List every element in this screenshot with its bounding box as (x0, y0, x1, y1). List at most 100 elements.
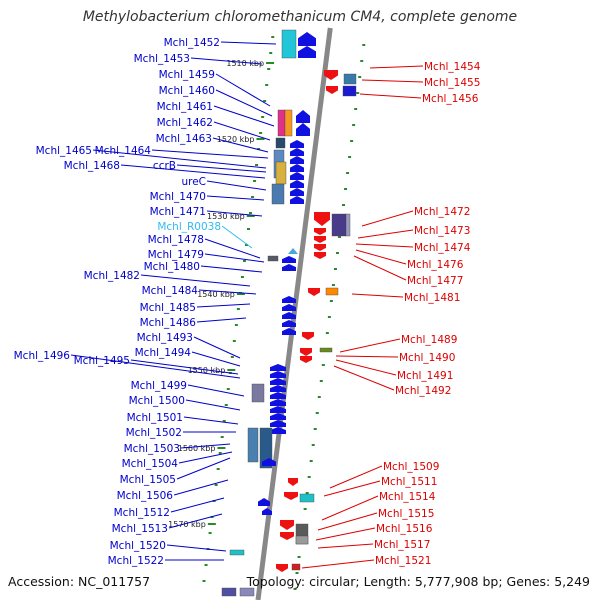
strand-dot (265, 84, 269, 86)
leader-line (206, 195, 265, 201)
gene-label-mchl-1512: Mchl_1512 (114, 507, 170, 519)
strand-dot (352, 124, 356, 126)
gene-label-mchl-1504: Mchl_1504 (122, 458, 179, 470)
gene-label-mchl-1463: Mchl_1463 (156, 133, 212, 145)
gene-label-mchl-1459: Mchl_1459 (159, 69, 215, 81)
gene-block-magenta (277, 109, 286, 137)
strand-dot (259, 132, 263, 134)
leader-line (183, 416, 239, 425)
gene-label-mchl-1468: Mchl_1468 (64, 160, 120, 172)
gene-block (251, 383, 265, 403)
leader-line (198, 289, 257, 295)
gene-label-mchl-1511: Mchl_1511 (381, 476, 437, 488)
gene-label-mchl-r0038: Mchl_R0038 (157, 221, 221, 233)
strand-dot (234, 324, 238, 326)
gene-label-mchl-1490: Mchl_1490 (399, 352, 455, 364)
leader-line (204, 238, 261, 259)
strand-dot (267, 68, 271, 70)
leader-line (335, 359, 397, 376)
strand-dot (342, 204, 346, 206)
gene-arrow-reverse (300, 356, 312, 363)
gene-arrow-forward (290, 172, 304, 180)
gene-label-mchl-1454: Mchl_1454 (424, 61, 481, 73)
gene-arrow-forward (282, 328, 296, 335)
genome-summary: Topology: circular; Length: 5,777,908 bp… (246, 574, 590, 589)
genome-backbone (255, 27, 333, 600)
strand-dot (224, 404, 228, 406)
gene-arrow-reverse (314, 212, 330, 226)
gene-arrow-forward (262, 458, 276, 466)
strand-dot (208, 532, 212, 534)
strand-dot (303, 508, 307, 510)
leader-line (361, 79, 424, 83)
gene-block-cyan (229, 549, 245, 556)
gene-arrow-forward (270, 378, 286, 385)
gene-arrow-forward (270, 413, 286, 420)
strand-dot (246, 228, 250, 230)
leader-line (193, 336, 241, 359)
strand-dot (257, 148, 261, 150)
gene-label-mchl-1501: Mchl_1501 (127, 412, 183, 424)
gene-label-mchl-1470: Mchl_1470 (150, 191, 206, 203)
gene-arrow-forward (298, 32, 316, 46)
leader-line (185, 399, 241, 411)
gene-block-gold (275, 161, 287, 185)
gene-label-mchl-1452: Mchl_1452 (164, 37, 220, 49)
gene-block (275, 137, 286, 149)
gene-label-mchl-1486: Mchl_1486 (140, 317, 197, 329)
leader-line (213, 105, 275, 127)
strand-dot (333, 268, 337, 270)
gene-block (319, 347, 333, 353)
gene-arrow-reverse (276, 564, 288, 572)
gene-block (267, 255, 279, 262)
strand-dot (354, 108, 358, 110)
gene-label-mchl-1479: Mchl_1479 (148, 249, 204, 261)
leader-line (351, 293, 404, 298)
gene-label-mchl-1476: Mchl_1476 (407, 259, 464, 271)
gene-arrow-reverse (314, 244, 326, 251)
strand-dot (226, 388, 230, 390)
gene-arrow-forward (262, 508, 272, 515)
leader-line (178, 451, 233, 464)
gene-label-mchl-1472: Mchl_1472 (414, 206, 470, 218)
gene-label-mchl-1460: Mchl_1460 (159, 85, 215, 97)
gene-label-mchl-1514: Mchl_1514 (379, 491, 436, 503)
strand-dot (348, 156, 352, 158)
strand-dot (214, 484, 218, 486)
gene-label-mchl-1453: Mchl_1453 (134, 53, 190, 65)
leader-line (329, 465, 383, 489)
strand-dot (335, 252, 339, 254)
strand-dot (236, 308, 240, 310)
gene-arrow-reverse (326, 86, 338, 94)
strand-dot (253, 180, 257, 182)
gene-label-mchl-1465: Mchl_1465 (36, 145, 92, 157)
strand-dot (255, 164, 259, 166)
leader-line (130, 359, 239, 375)
strand-dot (240, 276, 244, 278)
strand-dot (321, 364, 325, 366)
gene-arrow-reverse (314, 236, 326, 243)
strand-dot (325, 332, 329, 334)
strand-dot (331, 284, 335, 286)
leader-line (301, 559, 375, 569)
gene-label-mchl-1462: Mchl_1462 (157, 117, 213, 129)
gene-arrow-reverse (324, 70, 338, 80)
leader-line (206, 180, 267, 191)
leader-line (200, 265, 263, 273)
gene-label-mchl-1494: Mchl_1494 (135, 347, 192, 359)
gene-label-mchl-1503: Mchl_1503 (124, 443, 180, 455)
gene-block (345, 213, 351, 237)
gene-arrow-forward (270, 399, 286, 406)
gene-label-mchl-1516: Mchl_1516 (376, 523, 433, 535)
strand-dot (344, 188, 348, 190)
leader-line (92, 149, 267, 169)
strand-dot (360, 60, 364, 62)
map-title: Methylobacterium chloromethanicum CM4, c… (82, 9, 518, 25)
gene-label-mchl-1500: Mchl_1500 (129, 395, 185, 407)
scale-label: 1510 kbp (226, 59, 264, 68)
gene-arrow-forward (290, 196, 304, 204)
leader-line (173, 479, 229, 496)
gene-label-mchl-1484: Mchl_1484 (142, 285, 199, 297)
gene-arrow-forward (282, 320, 296, 327)
